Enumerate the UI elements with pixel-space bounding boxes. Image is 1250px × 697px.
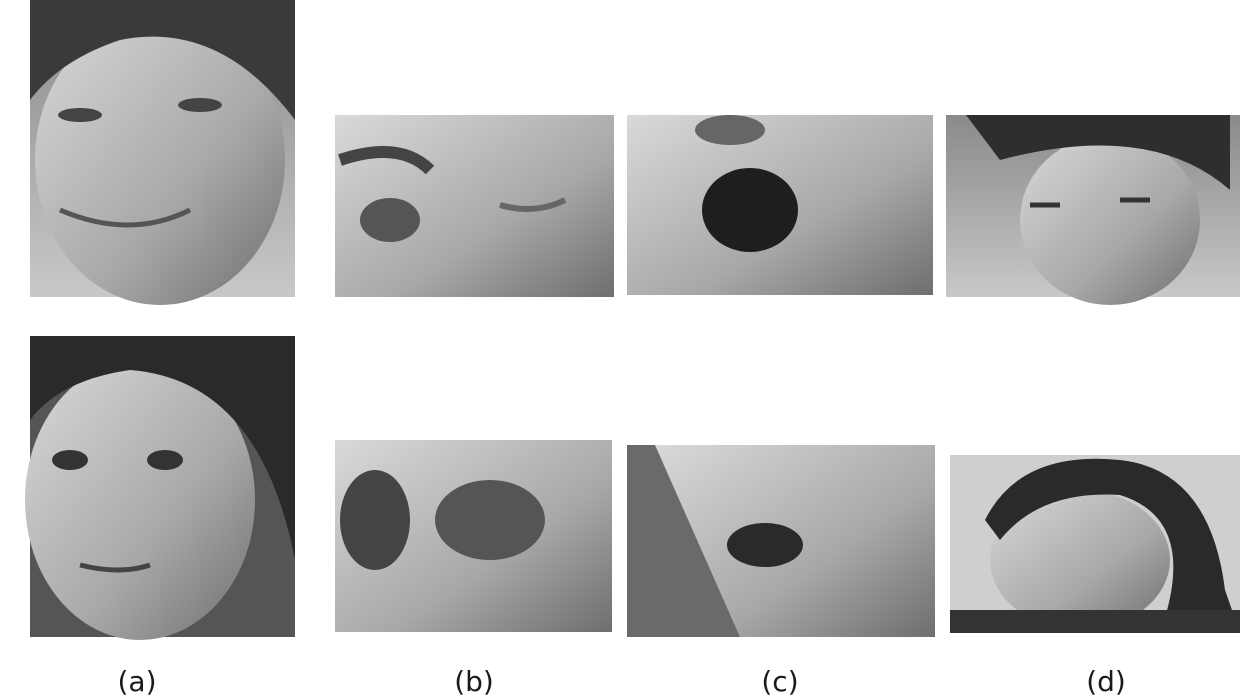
panel-label: (a) [117,665,156,697]
photo-a2 [25,336,295,640]
photo-c1 [627,115,933,295]
photo-a1 [30,0,295,305]
panel-label: (b) [454,665,494,697]
panel-label: (d) [1086,665,1126,697]
photo-b2 [335,440,612,632]
photo-b1 [335,115,614,297]
photo-c2 [627,445,935,637]
photo-d1 [946,115,1240,305]
photo-d2 [950,455,1240,633]
panel-label: (c) [761,665,798,697]
